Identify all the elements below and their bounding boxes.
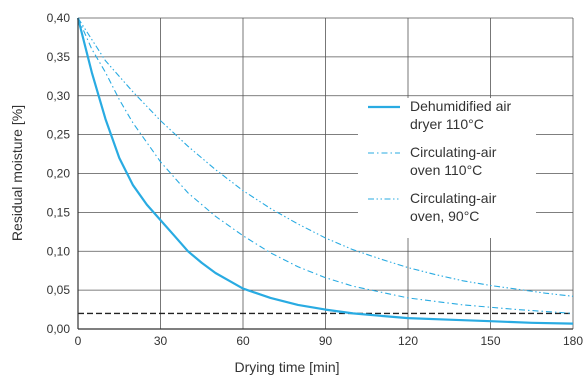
y-axis-title: Residual moisture [%] — [9, 105, 25, 241]
y-tick-label: 0,15 — [47, 205, 71, 219]
x-tick-label: 90 — [319, 334, 333, 348]
x-axis-title: Drying time [min] — [234, 359, 339, 375]
tick-labels: 0 30 60 90 120 150 180 0,00 0,05 0,10 0,15 0,20 0,25… — [47, 11, 584, 348]
legend: Dehumidified air dryer 110°C Circulating-a… — [368, 98, 511, 224]
series-line-3 — [77, 17, 574, 297]
y-tick-label: 0,25 — [47, 128, 71, 142]
x-tick-label: 0 — [75, 334, 82, 348]
y-tick-label: 0,30 — [47, 89, 71, 103]
y-tick-label: 0,40 — [47, 11, 71, 25]
series-line-1 — [76, 17, 574, 325]
x-tick-label: 30 — [154, 334, 168, 348]
series-layer — [76, 17, 574, 325]
x-tick-label: 180 — [563, 334, 583, 348]
y-tick-label: 0,20 — [47, 167, 71, 181]
y-tick-label: 0,05 — [47, 283, 71, 297]
axes — [77, 18, 573, 330]
legend-label: Dehumidified air — [410, 98, 511, 114]
x-tick-label: 60 — [236, 334, 250, 348]
y-tick-label: 0,00 — [47, 322, 71, 336]
y-tick-label: 0,10 — [47, 244, 71, 258]
legend-label: Circulating-air — [410, 190, 497, 206]
legend-label: dryer 110°C — [410, 116, 484, 132]
y-tick-label: 0,35 — [47, 50, 71, 64]
legend-label: Circulating-air — [410, 144, 497, 160]
legend-background — [358, 98, 536, 238]
x-tick-label: 150 — [480, 334, 500, 348]
legend-label: oven, 90°C — [410, 208, 479, 224]
legend-label: oven 110°C — [410, 162, 482, 178]
x-tick-label: 120 — [398, 334, 418, 348]
series-line-2 — [77, 17, 574, 314]
